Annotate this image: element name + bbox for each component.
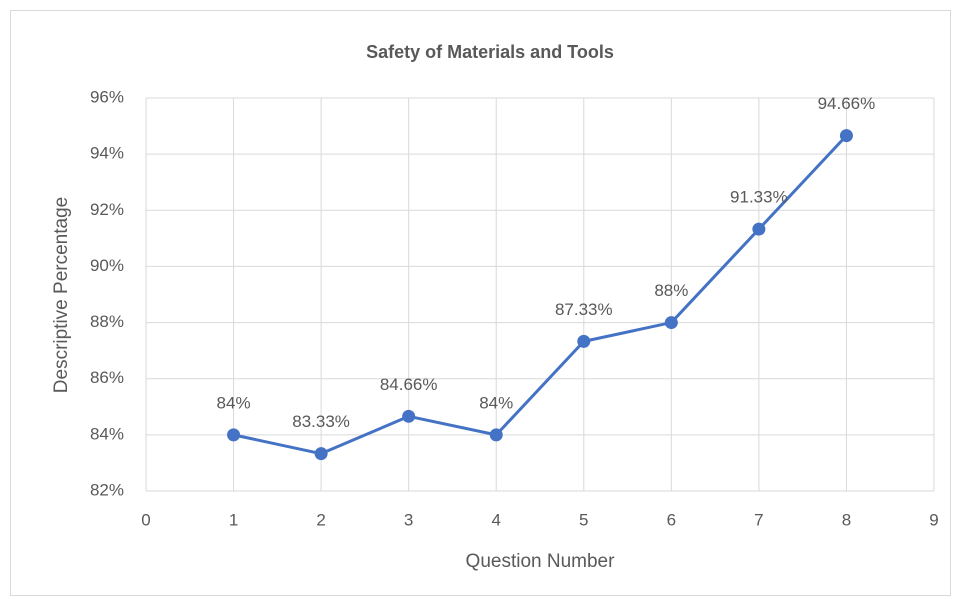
y-tick-label: 96% [90,87,124,106]
data-label: 88% [654,281,688,300]
chart-title: Safety of Materials and Tools [366,42,614,62]
data-label: 94.66% [818,94,876,113]
x-tick-label: 0 [141,510,150,529]
data-line [233,134,848,456]
y-tick-label: 90% [90,256,124,275]
data-label: 91.33% [730,188,788,207]
data-label: 84.66% [380,375,438,394]
data-point [314,447,328,461]
data-point [402,409,416,423]
y-tick-label: 84% [90,424,124,443]
y-axis-label: Descriptive Percentage [51,197,72,393]
x-tick-label: 9 [929,510,938,529]
data-point [839,129,853,143]
data-point [752,222,766,236]
data-point [489,428,503,442]
data-point [664,316,678,330]
y-tick-label: 92% [90,200,124,219]
data-label: 87.33% [555,300,613,319]
data-point [577,334,591,348]
data-label: 83.33% [292,412,350,431]
x-tick-label: 8 [842,510,851,529]
x-axis-label: Question Number [466,551,616,572]
y-tick-label: 94% [90,144,124,163]
x-tick-label: 5 [579,510,588,529]
x-tick-label: 2 [316,510,325,529]
y-tick-label: 82% [90,480,124,499]
x-tick-label: 6 [667,510,676,529]
y-tick-label: 88% [90,312,124,331]
data-label: 84% [479,393,513,412]
data-label: 84% [217,393,251,412]
data-point [227,428,241,442]
x-tick-label: 1 [229,510,238,529]
x-tick-label: 7 [754,510,763,529]
x-tick-label: 4 [491,510,500,529]
chart-border [10,10,951,596]
x-tick-label: 3 [404,510,413,529]
y-tick-label: 86% [90,368,124,387]
